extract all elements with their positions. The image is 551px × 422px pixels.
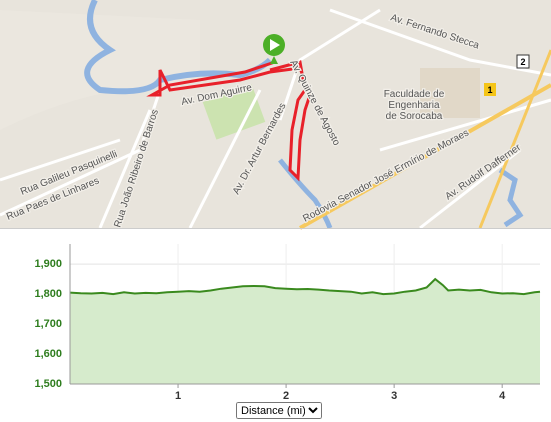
map-label: de Sorocaba: [386, 111, 443, 122]
campus: [420, 68, 480, 118]
y-tick-label: 1,700: [34, 318, 62, 330]
start-marker[interactable]: [263, 34, 285, 64]
y-tick-label: 1,800: [34, 288, 62, 300]
area: [70, 279, 540, 384]
map[interactable]: 1 2 Av. Fernando Stecca Faculdade de Eng…: [0, 0, 551, 230]
y-tick-label: 1,900: [34, 258, 62, 270]
elevation-chart: 1,500 1,600 1,700 1,800 1,900 1 2 3 4: [34, 244, 541, 402]
map-label: Engenharia: [388, 100, 440, 111]
y-tick-label: 1,500: [34, 378, 62, 390]
route: [146, 60, 312, 182]
x-tick-label: 4: [499, 390, 506, 402]
shield-label: 1: [487, 85, 492, 95]
shield-label: 2: [520, 57, 525, 67]
line: [69, 277, 541, 296]
x-tick-label: 1: [175, 390, 181, 402]
shield: [484, 83, 496, 96]
x-axis-selector[interactable]: Distance (mi): [236, 402, 322, 419]
y-tick-label: 1,600: [34, 348, 62, 360]
river: [278, 158, 333, 229]
x-tick-label: 2: [283, 390, 289, 402]
x-tick-label: 3: [391, 390, 397, 402]
map-label: Faculdade de: [384, 89, 445, 100]
roads: [0, 8, 551, 230]
river: [84, 0, 273, 95]
highway: [299, 83, 551, 230]
park: [202, 84, 266, 140]
shield: [516, 54, 530, 69]
